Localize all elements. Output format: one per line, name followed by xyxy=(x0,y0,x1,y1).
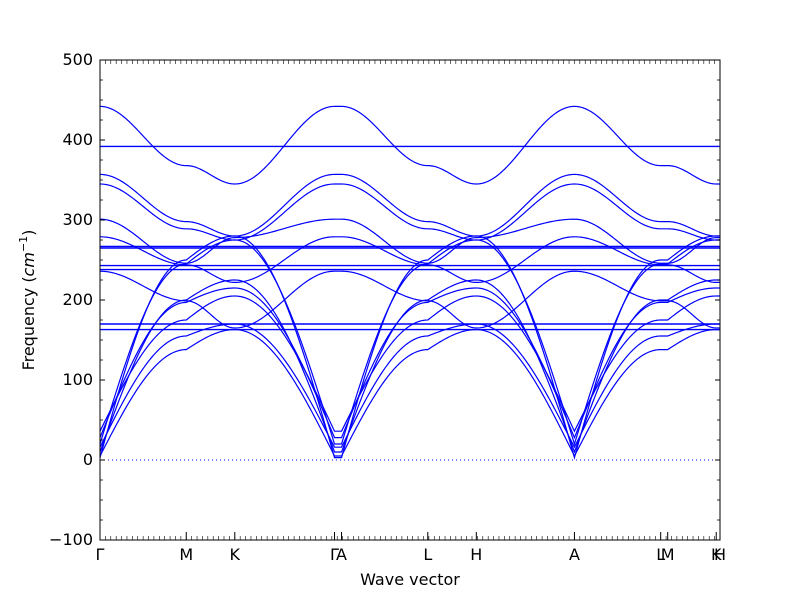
band-4 xyxy=(99,218,720,264)
x-tick-label: K xyxy=(711,545,722,564)
band-3 xyxy=(99,183,720,241)
x-axis-label: Wave vector xyxy=(360,570,460,589)
band-2 xyxy=(99,173,720,237)
x-tick-label: H xyxy=(714,545,726,564)
y-tick-label: 400 xyxy=(62,130,93,149)
y-tick-label: 0 xyxy=(83,450,93,469)
x-tick-label: Γ xyxy=(96,545,105,564)
y-axis-label-suffix: ) xyxy=(19,230,38,236)
phonon-bands xyxy=(99,105,720,460)
y-tick-label: −100 xyxy=(49,530,93,549)
x-tick-label: H xyxy=(470,545,482,564)
x-tick-label: L xyxy=(423,545,432,564)
plot-background xyxy=(100,60,720,540)
x-axis-ticks: Γ M K ΓA L H A LM KH xyxy=(96,60,726,564)
plot-area xyxy=(100,60,720,540)
y-axis-ticks: −100 0 100 200 300 400 500 xyxy=(49,50,720,549)
y-tick-label: 200 xyxy=(62,290,93,309)
y-tick-label: 500 xyxy=(62,50,93,69)
x-tick-label: L xyxy=(656,545,665,564)
band-11 xyxy=(99,295,720,433)
y-tick-label: 100 xyxy=(62,370,93,389)
band-6 xyxy=(99,270,720,329)
band-8 xyxy=(99,239,720,447)
y-axis-label: Frequency (cm−1) xyxy=(17,230,38,371)
x-tick-label: M xyxy=(661,545,675,564)
x-tick-label: Γ xyxy=(330,545,339,564)
band-1 xyxy=(99,105,720,185)
x-tick-label: K xyxy=(230,545,241,564)
y-tick-label: 300 xyxy=(62,210,93,229)
x-tick-label: A xyxy=(336,545,347,564)
y-axis-label-exponent: −1 xyxy=(17,236,30,252)
band-10 xyxy=(99,287,720,440)
x-tick-label: M xyxy=(179,545,193,564)
y-axis-label-prefix: Frequency ( xyxy=(19,276,38,370)
band-13 xyxy=(99,328,720,458)
band-9 xyxy=(99,279,720,454)
x-tick-label: A xyxy=(569,545,580,564)
y-axis-label-unit: cm xyxy=(19,252,38,276)
